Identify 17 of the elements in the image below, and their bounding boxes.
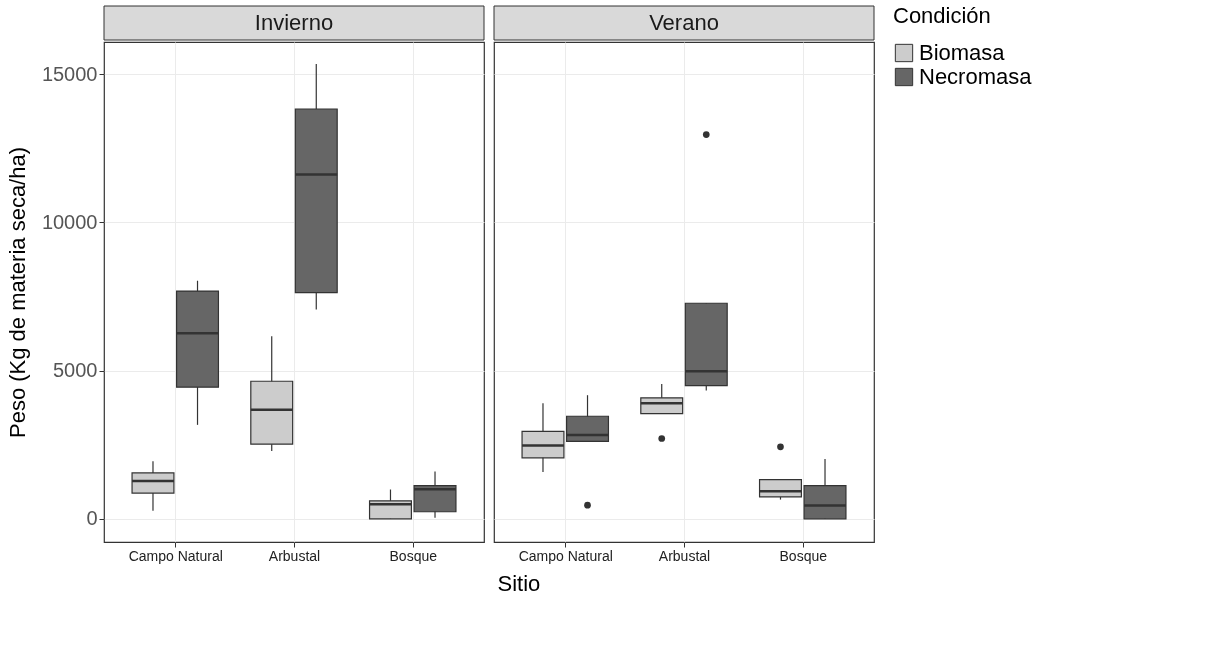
x-tick-label: Arbustal: [268, 547, 321, 564]
y-tick-label: 0: [86, 507, 98, 530]
chart-title: Invierno: [254, 10, 334, 35]
y-tick-label: 15000: [41, 62, 98, 85]
x-tick-label: Campo Natural: [128, 547, 223, 564]
y-tick-label: 5000: [53, 359, 98, 382]
x-axis-title: Sitio: [497, 570, 541, 596]
chart-title: Verano: [649, 10, 719, 35]
x-tick-label: Bosque: [779, 547, 828, 564]
x-tick-label: Arbustal: [658, 547, 711, 564]
x-tick-label: Bosque: [389, 547, 438, 564]
legend-label: Necromasa: [919, 64, 1033, 89]
x-tick-label: Campo Natural: [518, 547, 613, 564]
y-tick-label: 10000: [41, 210, 98, 233]
legend-title: Condición: [893, 3, 991, 28]
y-axis-title: Peso (Kg de materia seca/ha): [4, 146, 30, 439]
legend-label: Biomasa: [919, 40, 1006, 65]
